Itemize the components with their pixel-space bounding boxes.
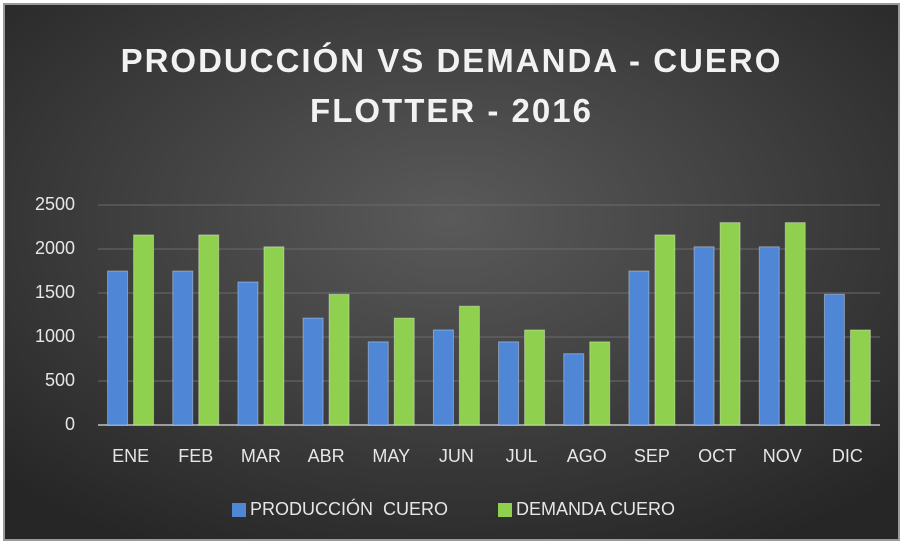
bar <box>432 329 454 426</box>
bar <box>328 293 350 426</box>
bar <box>302 317 324 426</box>
y-tick-label: 1000 <box>35 326 75 346</box>
bar <box>784 222 806 426</box>
bar <box>628 270 650 426</box>
x-tick-label: MAR <box>241 446 281 466</box>
x-tick-label: ENE <box>112 446 149 466</box>
bar <box>107 270 129 426</box>
x-tick-label: FEB <box>178 446 213 466</box>
y-tick-label: 500 <box>45 370 75 390</box>
x-tick-label: ABR <box>308 446 345 466</box>
bar <box>198 234 220 426</box>
y-tick-label: 0 <box>65 414 75 434</box>
bar <box>133 234 155 426</box>
bar <box>498 341 520 426</box>
chart-title: PRODUCCIÓN VS DEMANDA - CUERO FLOTTER - … <box>120 42 783 129</box>
bar <box>172 270 194 426</box>
x-tick-label: NOV <box>763 446 802 466</box>
bar <box>693 246 715 426</box>
x-tick-label: JUL <box>506 446 538 466</box>
x-tick-label: AGO <box>567 446 607 466</box>
y-tick-label: 2500 <box>35 194 75 214</box>
legend-label: PRODUCCIÓN CUERO <box>250 498 448 519</box>
bar <box>367 341 389 426</box>
legend-swatch <box>232 503 246 517</box>
bar <box>524 329 546 426</box>
x-tick-label: JUN <box>439 446 474 466</box>
bar <box>458 305 480 426</box>
y-tick-label: 1500 <box>35 282 75 302</box>
x-tick-label: DIC <box>832 446 863 466</box>
bar <box>237 281 259 426</box>
bar <box>758 246 780 426</box>
legend-swatch <box>498 503 512 517</box>
bar <box>849 329 871 426</box>
bar <box>393 317 415 426</box>
bar <box>563 353 585 426</box>
bar <box>823 293 845 426</box>
x-tick-label: OCT <box>698 446 736 466</box>
bar <box>263 246 285 426</box>
bar <box>589 341 611 426</box>
x-tick-label: MAY <box>372 446 410 466</box>
bar <box>719 222 741 426</box>
bar <box>654 234 676 426</box>
y-tick-label: 2000 <box>35 238 75 258</box>
x-tick-label: SEP <box>634 446 670 466</box>
legend-label: DEMANDA CUERO <box>516 499 675 519</box>
